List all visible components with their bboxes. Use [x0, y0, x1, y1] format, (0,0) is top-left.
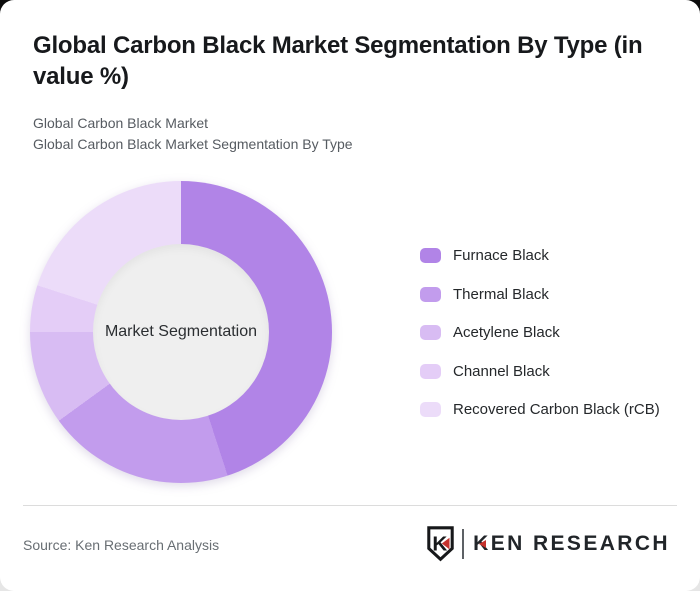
legend-label: Channel Black	[453, 362, 550, 380]
footer-divider	[23, 505, 677, 506]
logo-brand-text: KEN RESEARCH	[473, 532, 670, 556]
legend-label: Acetylene Black	[453, 324, 560, 341]
legend-label: Recovered Carbon Black (rCB)	[453, 401, 660, 418]
legend-item[interactable]: Channel Black	[420, 363, 660, 380]
legend-label: Thermal Black	[453, 285, 549, 303]
donut-center: Market Segmentation	[93, 244, 269, 420]
legend-item[interactable]: Recovered Carbon Black (rCB)	[420, 401, 660, 418]
legend-item[interactable]: Acetylene Black	[420, 324, 660, 341]
logo-shield-icon: K	[427, 526, 454, 562]
logo-divider	[462, 529, 465, 559]
source-text: Source: Ken Research Analysis	[23, 537, 220, 553]
donut-chart-area: Market Segmentation	[30, 181, 332, 483]
subtitle-line-2: Global Carbon Black Market Segmentation …	[33, 136, 353, 152]
legend-swatch-icon	[420, 248, 441, 263]
logo-red-triangle-icon	[478, 540, 486, 548]
donut-center-label: Market Segmentation	[104, 323, 258, 340]
subtitle-line-1: Global Carbon Black Market	[33, 115, 209, 131]
legend-item[interactable]: Thermal Black	[420, 286, 660, 303]
legend-swatch-icon	[420, 363, 441, 379]
logo-brand-label: KEN RESEARCH	[473, 532, 670, 555]
legend-swatch-icon	[420, 286, 441, 302]
ken-research-logo: K KEN RESEARCH	[426, 526, 670, 562]
legend-label: Furnace Black	[453, 247, 549, 264]
chart-subtitle: Global Carbon Black Market Global Carbon…	[33, 113, 353, 155]
legend-swatch-icon	[420, 325, 441, 340]
svg-text:K: K	[433, 532, 448, 555]
legend-item[interactable]: Furnace Black	[420, 247, 660, 264]
chart-title: Global Carbon Black Market Segmentation …	[33, 32, 643, 90]
legend: Furnace Black Thermal Black Acetylene Bl…	[420, 247, 660, 418]
legend-swatch-icon	[420, 402, 441, 417]
